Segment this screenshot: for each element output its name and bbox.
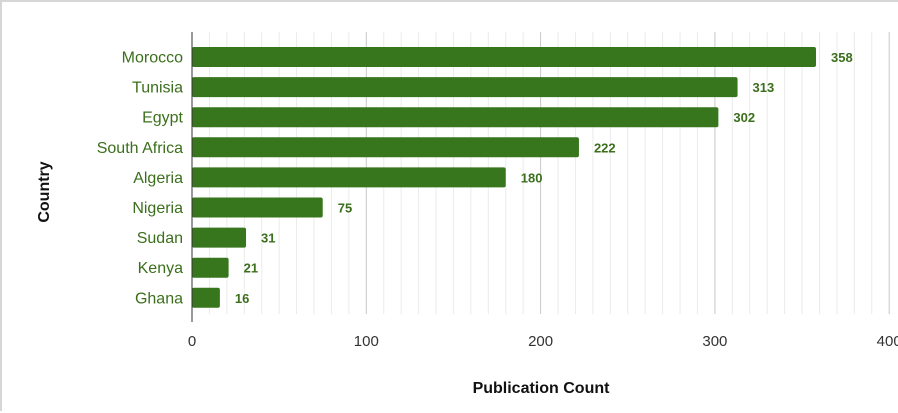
category-label: Kenya	[138, 260, 183, 277]
y-axis-title: Country	[36, 161, 53, 222]
bar-nigeria	[192, 197, 323, 218]
category-label: Nigeria	[132, 200, 183, 217]
category-label: Morocco	[122, 50, 183, 67]
data-label: 313	[753, 80, 775, 95]
category-label: Algeria	[133, 170, 183, 187]
bars	[192, 47, 816, 308]
bar-algeria	[192, 167, 506, 188]
data-label: 21	[244, 261, 258, 276]
bar-kenya	[192, 257, 229, 278]
category-labels: Morocco Tunisia Egypt South Africa Algeria Ni…	[97, 50, 184, 308]
category-label: Sudan	[137, 230, 183, 247]
data-label: 302	[733, 110, 755, 125]
category-label: South Africa	[97, 140, 183, 157]
x-tick-label: 200	[528, 333, 553, 350]
category-label: Egypt	[142, 110, 183, 127]
bar-morocco	[192, 47, 816, 67]
x-axis-title: Publication Count	[473, 380, 611, 397]
data-label: 222	[594, 140, 616, 155]
data-label: 180	[521, 170, 543, 185]
data-label: 75	[338, 201, 352, 216]
data-label: 358	[831, 50, 853, 65]
data-label: 16	[235, 291, 249, 306]
category-label: Ghana	[135, 290, 183, 307]
bar-south-africa	[192, 137, 579, 158]
data-label: 31	[261, 231, 275, 246]
bar-tunisia	[192, 77, 738, 98]
bar-egypt	[192, 107, 719, 128]
x-tick-labels: 0 100 200 300 400	[188, 333, 898, 350]
bar-ghana	[192, 287, 220, 308]
x-tick-label: 400	[877, 333, 898, 350]
x-tick-label: 100	[354, 333, 379, 350]
x-tick-label: 300	[702, 333, 727, 350]
x-tick-label: 0	[188, 333, 196, 350]
category-label: Tunisia	[132, 80, 183, 97]
bar-sudan	[192, 227, 247, 248]
